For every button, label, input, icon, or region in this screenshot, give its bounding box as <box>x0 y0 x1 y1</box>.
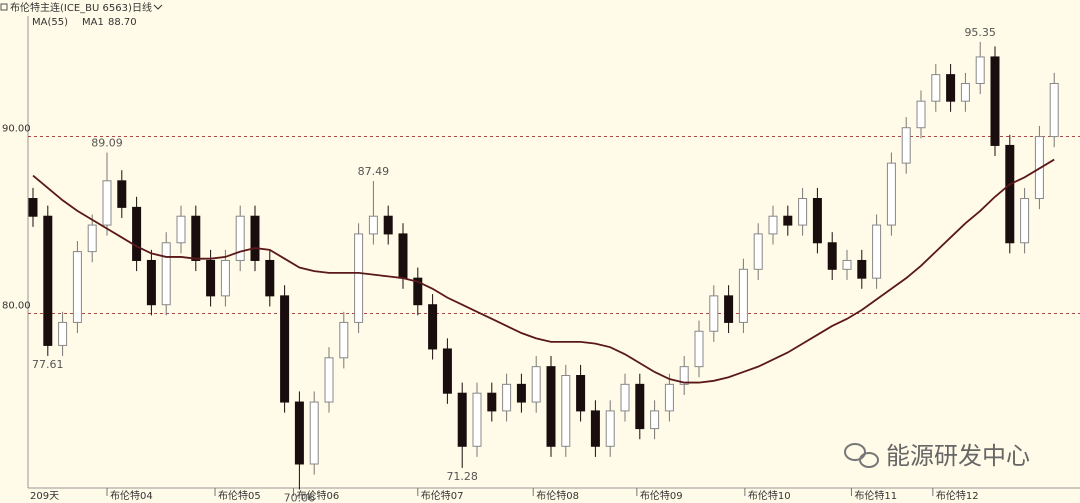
candle-body <box>576 375 586 412</box>
candle-body <box>383 215 393 235</box>
candle-body <box>561 375 571 447</box>
candle-body <box>827 242 837 270</box>
candle-body <box>724 295 734 323</box>
candle-body <box>58 321 68 346</box>
candle-body <box>798 198 808 226</box>
y-tick-label: 90.00 <box>2 124 31 135</box>
candle-body <box>783 215 793 226</box>
candle-body <box>442 348 452 394</box>
candle-body <box>812 198 822 244</box>
candle-body <box>960 82 970 102</box>
high-label: 95.35 <box>964 26 996 39</box>
candle-body <box>753 233 763 270</box>
watermark-icon <box>844 443 879 468</box>
candle-body <box>265 259 275 297</box>
candle-body <box>502 383 512 412</box>
candle-body <box>768 215 778 235</box>
candle-body <box>1005 144 1015 244</box>
candle-body <box>354 233 364 323</box>
candle-body <box>87 224 97 253</box>
x-tick-label: 布伦特04 <box>110 489 153 502</box>
day-count: 209天 <box>30 491 59 502</box>
candle-body <box>872 224 882 279</box>
candle-body <box>975 56 985 84</box>
candle-body <box>1049 82 1059 138</box>
candle-body <box>546 366 556 447</box>
indicator: MA(55) <box>32 17 68 28</box>
candle-body <box>1020 198 1030 244</box>
candle-body <box>916 100 926 129</box>
low-label: 71.28 <box>446 470 478 483</box>
candle-body <box>191 215 201 261</box>
candle-body <box>694 330 704 368</box>
candle-body <box>220 259 230 297</box>
candle-body <box>487 392 497 412</box>
low-label: 70.06 <box>284 491 316 503</box>
candle-body <box>738 268 748 323</box>
candle-body <box>280 295 290 403</box>
candle-body <box>946 74 956 102</box>
candle-body <box>324 357 334 403</box>
candle-body <box>117 180 127 208</box>
x-tick-label: 布伦特06 <box>296 489 339 502</box>
candle-body <box>990 56 1000 146</box>
candle-body <box>664 383 674 412</box>
ma-label: MA1 <box>82 17 104 28</box>
x-tick-label: 布伦特08 <box>536 489 579 502</box>
x-tick-label: 布伦特05 <box>218 489 261 502</box>
x-tick-label: 布伦特11 <box>854 489 897 502</box>
candle-body <box>901 127 911 164</box>
candle-body <box>620 383 630 412</box>
ma-last: 88.70 <box>108 17 137 28</box>
candle-body <box>368 215 378 235</box>
candle-body <box>931 74 941 102</box>
high-label: 89.09 <box>91 137 123 150</box>
x-tick-label: 布伦特09 <box>640 489 683 502</box>
candle-body <box>102 180 112 226</box>
low-label: 77.61 <box>32 358 64 371</box>
candle-body <box>28 198 38 217</box>
candle-body <box>72 251 82 323</box>
candle-body <box>679 366 689 385</box>
ma-line <box>32 158 1055 384</box>
x-tick-label: 布伦特10 <box>748 489 791 502</box>
candle-body <box>472 392 482 447</box>
candle-body <box>886 162 896 226</box>
candle-body <box>709 295 719 332</box>
candle-body <box>43 215 53 346</box>
candle-body <box>635 383 645 430</box>
y-tick-label: 80.00 <box>2 301 31 312</box>
candle-body <box>457 392 467 447</box>
candle-body <box>339 321 349 359</box>
icon <box>0 3 8 11</box>
candle-body <box>294 401 304 465</box>
high-label: 87.49 <box>358 165 390 178</box>
candle-body <box>176 215 186 244</box>
dropdown[interactable] <box>153 4 163 10</box>
candle-body <box>531 366 541 403</box>
x-tick-label: 布伦特12 <box>936 489 979 502</box>
candle-body <box>146 259 156 306</box>
candle-body <box>842 259 852 270</box>
watermark: 能源研发中心 <box>886 442 1030 470</box>
x-tick-label: 布伦特07 <box>421 489 464 502</box>
candle-body <box>235 215 245 261</box>
candle-body <box>161 242 171 306</box>
candle-body <box>413 277 423 306</box>
candle-body <box>590 410 600 447</box>
candle-body <box>516 383 526 403</box>
candle-body <box>857 259 867 279</box>
candle-body <box>250 215 260 261</box>
period: 日线 <box>132 1 152 14</box>
title: 布伦特主连(ICE_BU 6563) <box>10 1 132 14</box>
candle-body <box>398 233 408 279</box>
candle-body <box>605 410 615 447</box>
candle-body <box>132 206 142 261</box>
candle-body <box>206 259 216 297</box>
candle-body <box>309 401 319 465</box>
candle-body <box>428 304 438 350</box>
candle-body <box>650 410 660 430</box>
